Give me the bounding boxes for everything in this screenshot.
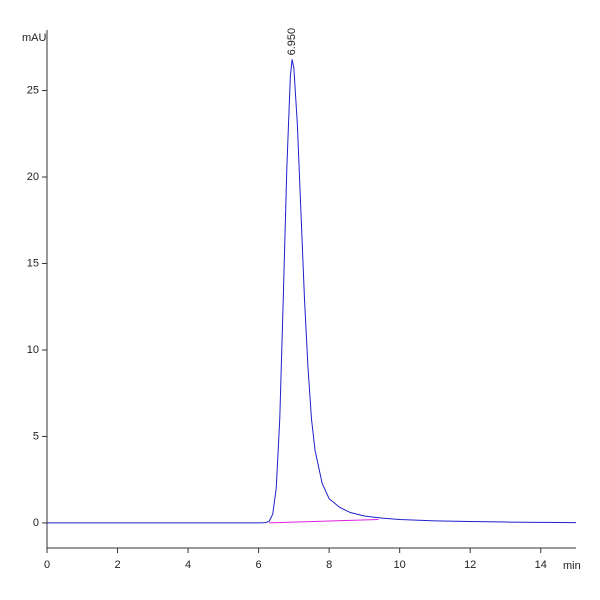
x-tick-label: 10 — [394, 559, 406, 571]
signal-line — [269, 518, 379, 524]
y-tick-label: 0 — [33, 517, 39, 529]
y-tick-label: 10 — [27, 344, 39, 356]
x-tick-label: 12 — [464, 559, 476, 571]
y-tick-label: 5 — [33, 430, 39, 442]
y-tick-label: 25 — [27, 84, 39, 96]
y-tick-label: 20 — [27, 171, 39, 183]
x-tick-label: 8 — [326, 559, 332, 571]
x-tick-label: 2 — [114, 559, 120, 571]
y-tick-label: 15 — [27, 257, 39, 269]
y-axis-label: mAU — [22, 32, 47, 44]
peak-label: 6.950 — [286, 28, 298, 56]
x-tick-label: 4 — [185, 559, 191, 571]
x-tick-label: 6 — [256, 559, 262, 571]
x-tick-label: 14 — [535, 559, 547, 571]
x-axis-label: min — [563, 560, 581, 572]
x-tick-label: 0 — [44, 559, 50, 571]
signal-line — [47, 59, 577, 524]
